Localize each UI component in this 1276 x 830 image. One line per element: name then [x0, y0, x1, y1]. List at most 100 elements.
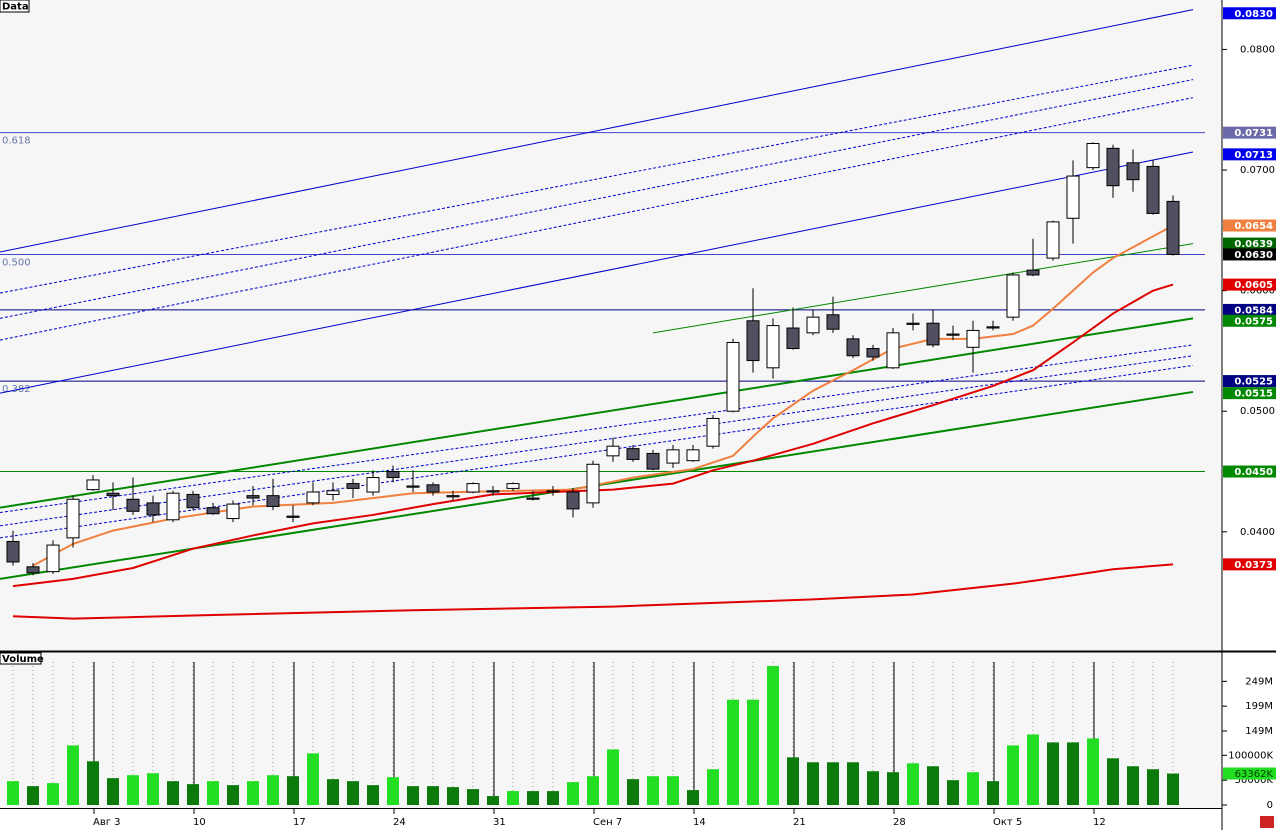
- volume-title-box: [0, 652, 42, 665]
- volume-bar: [287, 776, 299, 805]
- volume-bar: [967, 772, 979, 805]
- volume-bar: [1147, 769, 1159, 805]
- candle-body: [626, 448, 640, 460]
- volume-bar: [7, 781, 19, 805]
- candle-body: [1106, 147, 1120, 187]
- x-tick-label: 14: [693, 817, 706, 828]
- volume-bar: [427, 786, 439, 805]
- volume-bar: [807, 762, 819, 805]
- price-marker-label: 0.0830: [1234, 9, 1273, 20]
- candle-body: [346, 483, 360, 489]
- volume-bar: [707, 769, 719, 805]
- y-tick-label: 0.0400: [1240, 527, 1275, 538]
- price-marker-label: 0.0584: [1234, 305, 1273, 316]
- volume-bar: [167, 781, 179, 805]
- candle-body: [606, 445, 620, 457]
- candle-body: [166, 492, 180, 521]
- volume-tick-label: 50000K: [1235, 775, 1274, 786]
- volume-bar: [827, 762, 839, 805]
- volume-bar: [1087, 738, 1099, 805]
- volume-bar: [67, 745, 79, 805]
- fib-label: 0.618: [2, 136, 31, 147]
- volume-bar: [467, 789, 479, 805]
- volume-bar: [1167, 773, 1179, 805]
- trend-line: [0, 344, 1194, 514]
- candle-body: [186, 493, 200, 509]
- price-marker: [1223, 148, 1276, 161]
- price-marker: [1223, 303, 1276, 316]
- volume-tick-label: 149M: [1245, 726, 1273, 737]
- x-tick-label: 10: [193, 817, 206, 828]
- x-tick-label: 21: [793, 817, 806, 828]
- volume-bar: [387, 777, 399, 805]
- price-marker: [1223, 126, 1276, 139]
- price-marker: [1223, 248, 1276, 261]
- volume-bar: [267, 775, 279, 805]
- volume-bar: [247, 781, 259, 805]
- candle-body: [546, 490, 560, 493]
- candle-body: [446, 495, 460, 498]
- title-box: [0, 0, 30, 13]
- moving-average: [12, 283, 1174, 588]
- volume-tick-label: 100000K: [1228, 750, 1273, 761]
- price-marker-label: 0.0450: [1234, 467, 1273, 478]
- volume-tick-label: 249M: [1245, 676, 1273, 687]
- trend-line: [0, 79, 1194, 319]
- plot-layer: 0.0400 0.0500 0.0600 0.0700 0.0800 Авг 3 10 17 2…: [0, 7, 1276, 828]
- trend-line: [0, 151, 1194, 394]
- price-marker: [1223, 7, 1276, 20]
- x-tick-label: 17: [293, 817, 306, 828]
- candle-body: [366, 477, 380, 493]
- candle-body: [726, 341, 740, 412]
- volume-bar: [207, 781, 219, 805]
- candle-body: [126, 498, 140, 512]
- trend-line: [652, 243, 1194, 334]
- volume-bar: [347, 781, 359, 805]
- candle-body: [6, 540, 20, 563]
- volume-bar: [867, 771, 879, 805]
- candle-body: [746, 320, 760, 362]
- volume-bar: [147, 773, 159, 805]
- volume-bar: [947, 780, 959, 805]
- candle-body: [846, 338, 860, 357]
- volume-bar: [227, 785, 239, 805]
- candle-body: [786, 327, 800, 350]
- volume-bar: [647, 776, 659, 805]
- candle-body: [906, 322, 920, 325]
- volume-bar: [1007, 745, 1019, 805]
- volume-marker: [1223, 767, 1276, 780]
- candle-body: [646, 452, 660, 470]
- candle-body: [486, 490, 500, 493]
- candle-body: [586, 463, 600, 504]
- x-tick-label: Сен 7: [593, 817, 622, 828]
- volume-bar: [87, 761, 99, 805]
- volume-bar: [787, 757, 799, 805]
- volume-bar: [1127, 766, 1139, 805]
- candle-body: [1066, 175, 1080, 219]
- candle-body: [86, 479, 100, 491]
- candle-body: [226, 503, 240, 520]
- x-tick-label: 24: [393, 817, 406, 828]
- candle-body: [66, 498, 80, 539]
- moving-average: [32, 224, 1174, 567]
- candle-body: [526, 497, 540, 500]
- candle-body: [286, 515, 300, 518]
- candle-body: [986, 326, 1000, 329]
- price-marker-label: 0.0654: [1234, 221, 1273, 232]
- y-tick-label: 0.0700: [1240, 165, 1275, 176]
- volume-bar: [1067, 742, 1079, 805]
- candle-body: [266, 495, 280, 507]
- price-marker: [1223, 219, 1276, 232]
- volume-bar: [847, 762, 859, 805]
- volume-bar: [667, 776, 679, 805]
- y-tick-label: 0.0600: [1240, 286, 1275, 297]
- volume-bar: [507, 791, 519, 805]
- candle-body: [1026, 269, 1040, 276]
- candle-body: [946, 333, 960, 336]
- candle-body: [1006, 274, 1020, 318]
- price-marker-label: 0.0630: [1234, 250, 1273, 261]
- trend-line: [0, 317, 1194, 509]
- volume-bar: [367, 785, 379, 805]
- scroll-button[interactable]: [1260, 816, 1274, 828]
- candle-body: [566, 491, 580, 510]
